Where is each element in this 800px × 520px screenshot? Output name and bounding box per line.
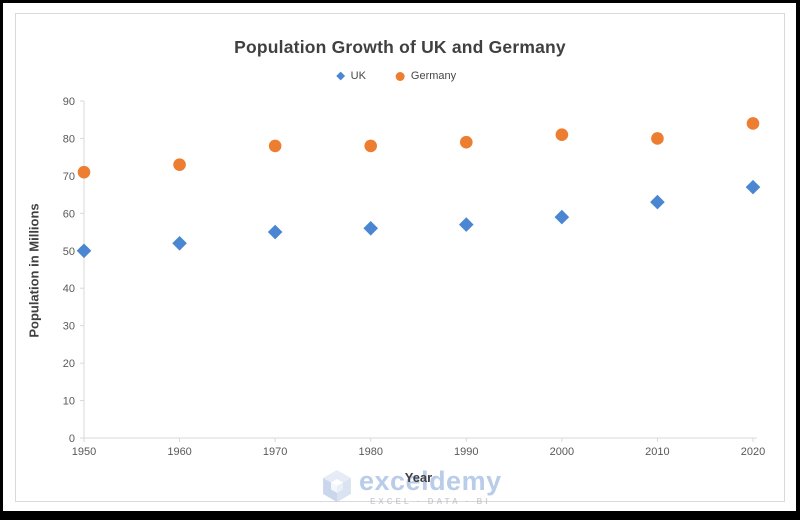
watermark-tagline: EXCEL · DATA · BI (370, 497, 491, 506)
exceldemy-logo-icon (323, 470, 351, 502)
plot-svg: 0 10 20 30 40 50 60 70 80 90 1950 1960 1970 1980 1990 2… (63, 96, 765, 458)
data-point-uk-2000[interactable] (554, 209, 570, 225)
data-point-uk-1970[interactable] (267, 224, 283, 240)
watermark-brand: exceldemy (359, 466, 502, 496)
y-tick-label: 10 (63, 396, 75, 408)
data-point-uk-1990[interactable] (458, 217, 474, 232)
y-tick-label: 80 (63, 133, 75, 145)
chart-area: Population Growth of UK and Germany UK G… (15, 13, 785, 506)
legend: UK Germany (336, 70, 457, 82)
data-point-uk-1950[interactable] (76, 243, 92, 259)
data-point-uk-2020[interactable] (745, 179, 761, 195)
chart-title: Population Growth of UK and Germany (234, 37, 566, 57)
germany-circle-icon (395, 71, 405, 81)
y-tick-label: 20 (63, 358, 75, 370)
watermark: exceldemy EXCEL · DATA · BI (319, 466, 502, 506)
uk-diamond-icon (336, 71, 346, 81)
y-tick-label: 30 (63, 321, 75, 333)
x-tick-label: 1990 (454, 446, 478, 458)
x-tick-label: 2010 (645, 446, 669, 458)
x-tick-label: 1970 (263, 446, 287, 458)
legend-label-germany: Germany (410, 70, 457, 82)
y-tick-label: 40 (63, 283, 75, 295)
data-point-germany-1980[interactable] (364, 139, 378, 153)
y-tick-label: 70 (63, 171, 75, 183)
x-axis-title: Year (404, 470, 433, 485)
data-point-germany-2020[interactable] (746, 117, 760, 130)
data-point-uk-1960[interactable] (172, 235, 187, 251)
x-tick-label: 1950 (72, 446, 96, 458)
data-point-germany-2000[interactable] (555, 128, 569, 141)
y-tick-label: 0 (69, 433, 75, 445)
legend-item-germany[interactable]: Germany (395, 70, 457, 82)
data-point-germany-2010[interactable] (651, 132, 664, 145)
legend-label-uk: UK (350, 70, 366, 82)
x-tick-label: 2000 (550, 446, 574, 458)
data-point-germany-1950[interactable] (77, 165, 91, 179)
x-tick-label: 1980 (358, 446, 382, 458)
y-tick-label: 60 (63, 208, 75, 220)
y-tick-label: 90 (63, 96, 75, 108)
data-point-germany-1970[interactable] (268, 139, 282, 153)
x-tick-label: 1960 (167, 446, 191, 458)
y-tick-label: 50 (63, 246, 75, 258)
data-point-germany-1990[interactable] (459, 135, 473, 149)
data-point-uk-1980[interactable] (363, 221, 379, 236)
data-point-germany-1960[interactable] (173, 158, 186, 171)
data-point-uk-2010[interactable] (650, 194, 665, 210)
x-tick-label: 2020 (741, 446, 765, 458)
legend-item-uk[interactable]: UK (336, 70, 366, 82)
